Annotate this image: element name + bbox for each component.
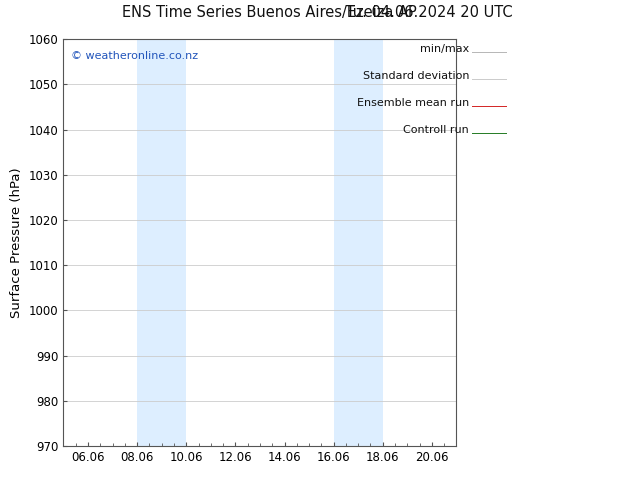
Text: min/max: min/max: [420, 44, 469, 54]
Text: Standard deviation: Standard deviation: [363, 71, 469, 81]
Text: Controll run: Controll run: [403, 125, 469, 135]
Bar: [333, 39, 383, 446]
Y-axis label: Surface Pressure (hPa): Surface Pressure (hPa): [10, 167, 23, 318]
Text: Tu. 04.06.2024 20 UTC: Tu. 04.06.2024 20 UTC: [346, 4, 513, 20]
Bar: [137, 39, 186, 446]
Text: Ensemble mean run: Ensemble mean run: [357, 98, 469, 108]
Text: © weatheronline.co.nz: © weatheronline.co.nz: [71, 51, 198, 61]
Text: ENS Time Series Buenos Aires/Ezeiza AP: ENS Time Series Buenos Aires/Ezeiza AP: [122, 4, 417, 20]
